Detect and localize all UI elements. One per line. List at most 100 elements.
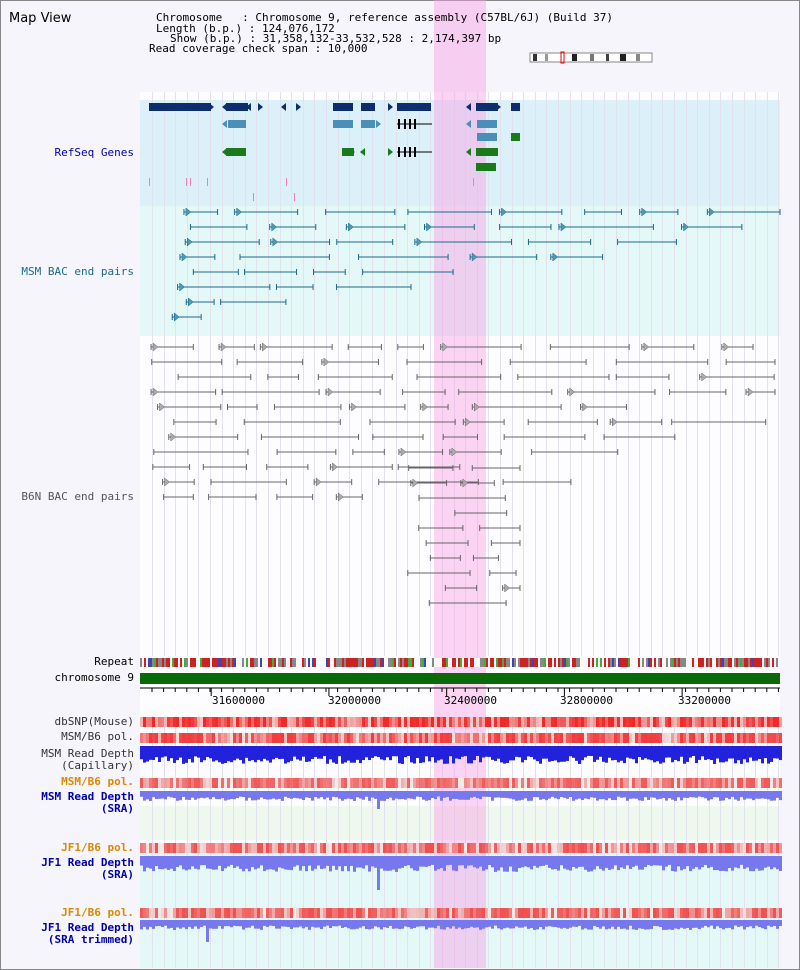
polymorphism-cell bbox=[539, 717, 542, 727]
jf1-depth-trim-bar bbox=[569, 920, 572, 928]
polymorphism-cell bbox=[680, 778, 683, 788]
polymorphism-cell bbox=[395, 778, 398, 788]
msm-depth-cap-bar bbox=[143, 746, 146, 763]
msm-depth-sra-bar bbox=[431, 791, 434, 799]
jf1-depth-sra-bar bbox=[269, 856, 272, 870]
jf1-depth-sra-bar bbox=[431, 856, 434, 865]
refseq-label[interactable]: RefSeq Genes bbox=[54, 146, 134, 159]
repeat-segment bbox=[302, 658, 304, 667]
polymorphism-cell bbox=[299, 717, 302, 727]
polymorphism-cell bbox=[461, 733, 464, 743]
msm-depth-sra-bar bbox=[467, 791, 470, 800]
jf1-depth-sra-bar bbox=[263, 856, 266, 872]
msm-depth-sra-bar bbox=[272, 791, 275, 799]
jf1-depth-sra-label[interactable]: JF1 Read Depth (SRA) bbox=[41, 856, 134, 881]
polymorphism-cell bbox=[350, 778, 353, 788]
polymorphism-cell bbox=[569, 733, 572, 743]
msm-depth-sra-bar bbox=[464, 791, 467, 800]
repeat-segment bbox=[270, 658, 272, 667]
msm-depth-cap-bar bbox=[578, 746, 581, 764]
jf1-depth-trim-bar bbox=[743, 920, 746, 930]
msm-depth-sra-bar bbox=[731, 791, 734, 797]
polymorphism-cell bbox=[440, 843, 443, 853]
repeat-segment bbox=[428, 658, 430, 667]
polymorphism-cell bbox=[629, 733, 632, 743]
msm-depth-cap-bar bbox=[479, 746, 482, 763]
jf1-b6-pol2-label[interactable]: JF1/B6 pol. bbox=[61, 906, 134, 919]
repeat-segment bbox=[306, 658, 308, 667]
msm-depth-sra-bar bbox=[761, 791, 764, 799]
jf1-depth-sra-bar bbox=[518, 856, 521, 868]
msm-depth-sra-bar bbox=[185, 791, 188, 800]
polymorphism-cell bbox=[527, 908, 530, 918]
polymorphism-cell bbox=[614, 717, 617, 727]
polymorphism-cell bbox=[287, 733, 290, 743]
repeat-segment bbox=[316, 658, 318, 667]
grid-line bbox=[152, 92, 153, 656]
jf1-depth-trim-bar bbox=[671, 920, 674, 930]
grid-line bbox=[164, 92, 165, 656]
repeat-segment bbox=[190, 658, 192, 667]
msm-depth-cap-bar bbox=[389, 746, 392, 761]
polymorphism-cell bbox=[653, 778, 656, 788]
repeat-segment bbox=[320, 658, 322, 667]
repeat-segment bbox=[732, 658, 734, 667]
msm-depth-cap-bar bbox=[587, 746, 590, 756]
dbsnp-label[interactable]: dbSNP(Mouse) bbox=[54, 715, 134, 728]
polymorphism-cell bbox=[659, 733, 662, 743]
polymorphism-cell bbox=[776, 717, 779, 727]
polymorphism-cell bbox=[542, 717, 545, 727]
msm-depth-cap-bar bbox=[677, 746, 680, 762]
polymorphism-cell bbox=[512, 717, 515, 727]
msm-b6-pol2-label[interactable]: MSM/B6 pol. bbox=[61, 775, 134, 788]
msm-bac-label[interactable]: MSM BAC end pairs bbox=[21, 265, 134, 278]
msm-depth-sra-bar bbox=[473, 791, 476, 797]
jf1-depth-trim-label[interactable]: JF1 Read Depth (SRA trimmed) bbox=[41, 921, 134, 946]
refseq-gene bbox=[477, 120, 497, 128]
msm-b6-pol-label[interactable]: MSM/B6 pol. bbox=[61, 730, 134, 743]
polymorphism-cell bbox=[668, 778, 671, 788]
msm-depth-cap-bar bbox=[563, 746, 566, 762]
polymorphism-cell bbox=[161, 908, 164, 918]
repeat-segment bbox=[346, 658, 348, 667]
selection-highlight[interactable] bbox=[434, 0, 487, 968]
repeat-segment bbox=[288, 658, 290, 667]
polymorphism-cell bbox=[143, 717, 146, 727]
polymorphism-cell bbox=[470, 908, 473, 918]
jf1-b6-pol-label[interactable]: JF1/B6 pol. bbox=[61, 841, 134, 854]
jf1-depth-sra-bar bbox=[350, 856, 353, 866]
b6n-bac-label[interactable]: B6N BAC end pairs bbox=[21, 490, 134, 503]
repeat-segment bbox=[604, 658, 606, 667]
polymorphism-cell bbox=[173, 843, 176, 853]
polymorphism-cell bbox=[332, 843, 335, 853]
repeat-segment bbox=[468, 658, 470, 667]
msm-depth-cap-bar bbox=[302, 746, 305, 757]
grid-line bbox=[732, 716, 733, 968]
jf1-depth-sra-bar bbox=[626, 856, 629, 866]
msm-depth-cap-bar bbox=[539, 746, 542, 764]
repeat-segment bbox=[422, 658, 424, 667]
polymorphism-cell bbox=[407, 717, 410, 727]
msm-depth-sra-label[interactable]: MSM Read Depth (SRA) bbox=[41, 790, 134, 815]
jf1-depth-sra-bar bbox=[311, 856, 314, 871]
polymorphism-cell bbox=[479, 717, 482, 727]
grid-line bbox=[349, 92, 350, 656]
msm-depth-cap-bar bbox=[164, 746, 167, 757]
polymorphism-cell bbox=[221, 778, 224, 788]
polymorphism-cell bbox=[272, 733, 275, 743]
polymorphism-cell bbox=[419, 843, 422, 853]
polymorphism-cell bbox=[599, 843, 602, 853]
jf1-depth-trim-bar bbox=[683, 920, 686, 929]
msm-depth-cap-bar bbox=[491, 746, 494, 760]
msm-depth-cap-bar bbox=[362, 746, 365, 761]
polymorphism-cell bbox=[245, 733, 248, 743]
polymorphism-cell bbox=[176, 908, 179, 918]
jf1-depth-trim-bar bbox=[239, 920, 242, 927]
jf1-depth-trim-bar bbox=[269, 920, 272, 926]
polymorphism-cell bbox=[188, 778, 191, 788]
msm-depth-cap-bar bbox=[701, 746, 704, 757]
polymorphism-cell bbox=[476, 843, 479, 853]
repeat-segment bbox=[276, 658, 278, 667]
msm-depth-cap-label[interactable]: MSM Read Depth (Capillary) bbox=[41, 747, 134, 772]
